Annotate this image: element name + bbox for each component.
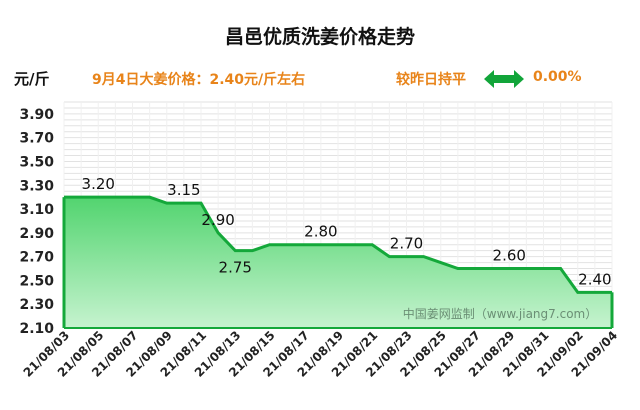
y-tick-label: 3.30: [19, 178, 54, 194]
watermark: 中国姜网监制（www.jiang7.com）: [403, 306, 597, 321]
y-tick-label: 3.10: [19, 202, 54, 218]
current-price-label: 9月4日大姜价格：2.40元/斤左右: [92, 72, 306, 88]
y-tick-label: 3.50: [19, 154, 54, 170]
data-label: 2.75: [219, 259, 252, 277]
change-percent: 0.00%: [533, 69, 582, 85]
compare-label: 较昨日持平: [396, 72, 466, 88]
data-label: 2.40: [578, 270, 611, 288]
y-tick-label: 2.10: [19, 321, 54, 337]
y-tick-label: 2.50: [19, 273, 54, 289]
y-tick-label: 2.70: [19, 250, 54, 266]
y-tick-label: 2.90: [19, 226, 54, 242]
y-tick-label: 2.30: [19, 297, 54, 313]
data-label: 2.70: [390, 235, 423, 253]
y-tick-label: 3.70: [19, 131, 54, 147]
area-fill: [64, 197, 612, 328]
double-arrow-icon: [484, 70, 524, 88]
data-label: 2.60: [493, 247, 526, 265]
data-label: 3.15: [167, 181, 200, 199]
chart-title: 昌邑优质洗姜价格走势: [224, 26, 415, 48]
data-label: 2.90: [201, 211, 234, 229]
unit-label: 元/斤: [14, 70, 50, 88]
data-label: 2.80: [304, 223, 337, 241]
data-label: 3.20: [82, 175, 115, 193]
y-tick-label: 3.90: [19, 107, 54, 123]
series-line: [64, 195, 612, 294]
